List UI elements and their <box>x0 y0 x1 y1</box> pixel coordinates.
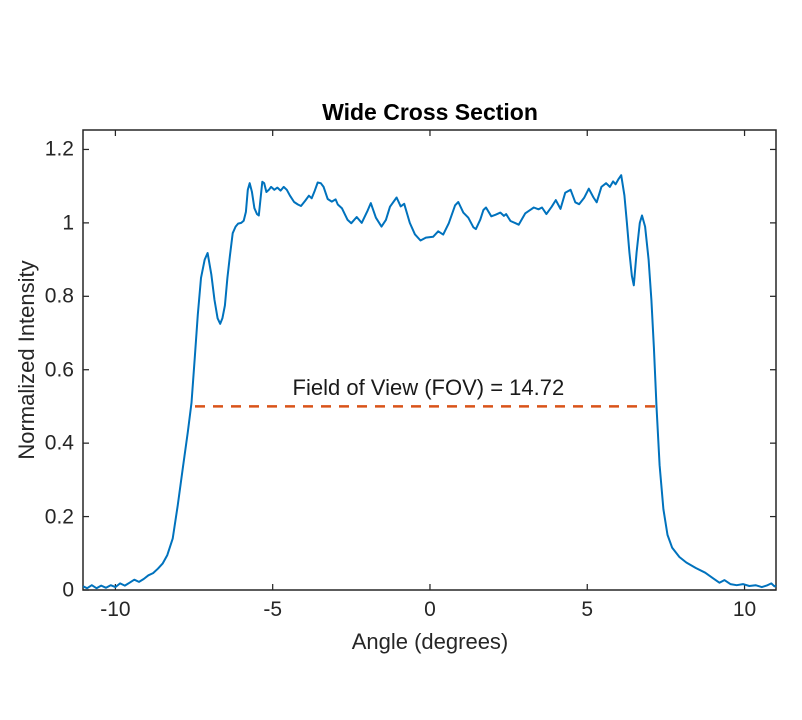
y-tick-label: 1 <box>62 211 74 235</box>
y-tick-label: 0.2 <box>44 505 74 529</box>
intensity-curve <box>82 174 777 590</box>
y-tick-label: 0.4 <box>44 431 74 455</box>
y-tick-label: 0.8 <box>44 284 74 308</box>
fov-annotation: Field of View (FOV) = 14.72 <box>292 375 565 401</box>
y-tick-label: 0.6 <box>44 358 74 382</box>
x-tick-label: -5 <box>263 598 283 621</box>
x-tick-label: 10 <box>732 598 757 621</box>
y-tick-label: 0 <box>62 578 74 602</box>
x-axis-label: Angle (degrees) <box>351 629 509 654</box>
y-tick-label: 1.2 <box>44 137 74 161</box>
x-tick-label: -10 <box>100 598 131 621</box>
chart-title: Wide Cross Section <box>322 99 538 125</box>
x-tick-label: 0 <box>424 598 436 621</box>
axes-box <box>82 129 777 591</box>
x-tick-label: 5 <box>581 598 594 621</box>
y-axis-label: Normalized Intensity <box>14 260 39 460</box>
